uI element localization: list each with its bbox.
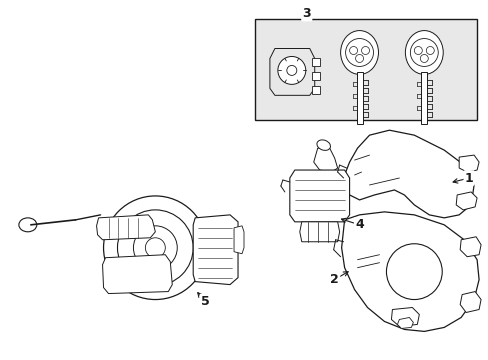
Circle shape [103, 196, 207, 300]
Text: 2: 2 [329, 273, 338, 286]
Polygon shape [313, 148, 337, 172]
Ellipse shape [316, 140, 330, 150]
Circle shape [133, 226, 177, 270]
Polygon shape [459, 292, 480, 312]
Bar [311, 58, 319, 67]
Circle shape [286, 66, 296, 75]
Polygon shape [390, 307, 419, 327]
Polygon shape [299, 222, 339, 242]
Polygon shape [96, 215, 155, 240]
Polygon shape [344, 130, 473, 218]
Circle shape [386, 244, 441, 300]
Polygon shape [459, 237, 480, 257]
Bar [311, 86, 319, 94]
Text: 4: 4 [354, 218, 363, 231]
Circle shape [413, 46, 422, 54]
Polygon shape [102, 255, 172, 293]
Text: 3: 3 [302, 7, 310, 20]
Polygon shape [455, 192, 476, 210]
Polygon shape [289, 170, 349, 222]
Circle shape [117, 210, 193, 285]
Polygon shape [397, 318, 412, 328]
Ellipse shape [340, 31, 378, 75]
Polygon shape [341, 212, 478, 332]
Text: 5: 5 [201, 295, 209, 308]
Circle shape [409, 39, 437, 67]
Polygon shape [356, 72, 362, 124]
Polygon shape [458, 155, 478, 172]
Polygon shape [193, 215, 238, 285]
Bar [311, 72, 319, 80]
Circle shape [277, 57, 305, 84]
Ellipse shape [19, 218, 37, 232]
Text: 1: 1 [464, 171, 472, 185]
Circle shape [349, 46, 357, 54]
Circle shape [361, 46, 369, 54]
Circle shape [345, 39, 373, 67]
Circle shape [426, 46, 433, 54]
Circle shape [355, 54, 363, 62]
Polygon shape [234, 226, 244, 254]
Circle shape [420, 54, 427, 62]
Bar [254, 19, 476, 120]
Circle shape [145, 238, 165, 258]
Ellipse shape [405, 31, 442, 75]
Polygon shape [421, 72, 427, 124]
